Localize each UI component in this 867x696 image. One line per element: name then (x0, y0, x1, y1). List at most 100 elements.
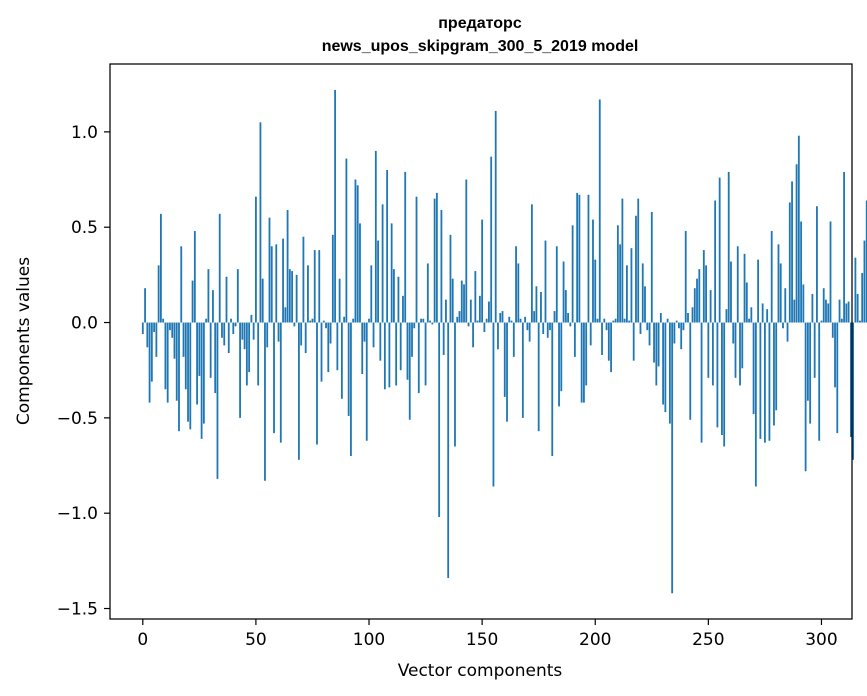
bar-265 (741, 322, 744, 369)
bar-204 (603, 318, 606, 323)
bar-28 (205, 318, 208, 323)
bar-309 (840, 318, 843, 323)
bar-9 (162, 318, 165, 323)
bar-109 (388, 322, 391, 388)
bar-128 (431, 322, 434, 325)
y-tick-label: 0.5 (71, 218, 98, 238)
bar-245 (696, 278, 698, 323)
bar-98 (363, 322, 366, 342)
x-tick-label: 50 (245, 630, 267, 650)
bar-64 (286, 210, 289, 323)
bar-125 (424, 322, 427, 386)
x-axis-label: Vector components (398, 661, 563, 681)
bar-1 (144, 288, 146, 323)
x-tick-label: 300 (805, 630, 837, 650)
bar-156 (494, 110, 497, 323)
bar-304 (829, 221, 832, 323)
bar-68 (295, 274, 298, 323)
bar-110 (390, 223, 393, 323)
bar-85 (334, 89, 336, 323)
bar-52 (259, 122, 262, 323)
bar-23 (193, 231, 196, 323)
bar-148 (476, 320, 479, 323)
y-tick-label: −1.0 (57, 504, 98, 524)
bar-168 (521, 322, 524, 418)
bar-220 (639, 322, 642, 334)
bar-132 (440, 210, 443, 323)
bar-44 (241, 322, 244, 340)
bar-114 (399, 322, 402, 371)
bar-299 (818, 322, 821, 441)
bar-79 (320, 322, 323, 382)
bar-224 (648, 322, 651, 346)
y-axis-label: Components values (14, 257, 34, 425)
bar-215 (628, 320, 631, 323)
bar-218 (635, 215, 637, 323)
bar-311 (845, 303, 848, 323)
x-tick-label: 100 (353, 630, 385, 650)
bar-284 (784, 288, 787, 323)
bar-71 (302, 236, 305, 323)
bar-66 (291, 271, 294, 323)
bar-173 (533, 311, 536, 323)
bar-61 (279, 322, 282, 443)
bar-154 (490, 156, 493, 323)
bar-214 (626, 265, 628, 323)
bar-289 (795, 164, 798, 323)
bar-90 (345, 158, 348, 323)
bar-162 (508, 316, 511, 323)
bar-252 (711, 322, 714, 386)
bar-111 (393, 269, 395, 323)
bar-127 (429, 320, 432, 323)
bar-165 (515, 246, 517, 323)
bar-95 (356, 185, 359, 323)
bar-250 (707, 322, 710, 378)
bar-89 (343, 316, 346, 323)
bar-216 (630, 248, 633, 323)
bar-65 (288, 269, 291, 323)
bar-237 (678, 322, 680, 329)
bar-198 (589, 322, 592, 346)
bar-169 (524, 316, 527, 323)
bar-119 (411, 322, 413, 357)
bar-120 (413, 322, 416, 329)
bar-106 (381, 204, 384, 323)
bar-231 (664, 322, 667, 413)
bar-27 (202, 322, 205, 424)
bar-133 (442, 322, 445, 355)
bar-211 (619, 244, 622, 323)
bar-31 (212, 290, 214, 323)
y-tick-label: −0.5 (57, 409, 98, 429)
bar-272 (757, 259, 760, 323)
bar-20 (187, 322, 189, 422)
bar-73 (307, 265, 309, 323)
bar-137 (451, 278, 454, 323)
bar-242 (689, 322, 692, 420)
bar-264 (739, 322, 741, 386)
bar-212 (621, 198, 624, 323)
bar-49 (252, 322, 255, 340)
bar-88 (340, 322, 343, 399)
bar-158 (499, 313, 502, 323)
bar-305 (831, 322, 834, 338)
bar-0 (141, 322, 144, 334)
bar-63 (284, 307, 287, 323)
bar-56 (268, 217, 271, 323)
bar-104 (377, 240, 379, 323)
bar-176 (540, 292, 542, 323)
bar-129 (433, 198, 436, 323)
bar-60 (277, 322, 280, 342)
bar-303 (827, 303, 830, 323)
bar-296 (811, 293, 814, 323)
bar-131 (438, 322, 441, 517)
bar-308 (838, 299, 841, 323)
bar-78 (318, 250, 321, 323)
bar-99 (365, 322, 368, 441)
bar-40 (232, 322, 235, 334)
bar-87 (338, 278, 341, 323)
bar-267 (745, 282, 748, 323)
bar-149 (478, 295, 481, 323)
bar-70 (300, 322, 303, 346)
bar-80 (322, 320, 325, 323)
bar-254 (716, 322, 719, 428)
